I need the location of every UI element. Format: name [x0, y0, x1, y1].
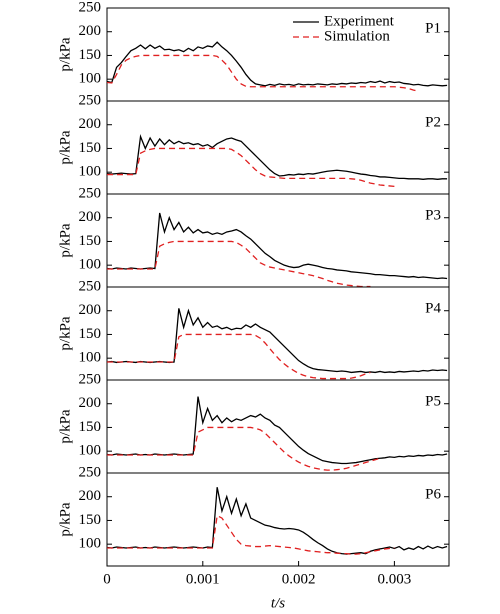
y-tick-label: 150 — [79, 326, 102, 342]
y-tick-label: 100 — [79, 443, 102, 459]
y-tick-label: 250 — [79, 185, 102, 201]
y-tick-label: 250 — [79, 278, 102, 294]
data-line — [107, 426, 381, 471]
plot-frame — [106, 193, 450, 288]
panel-label: P5 — [425, 393, 441, 409]
data-line — [107, 514, 395, 555]
y-tick-label: 200 — [79, 395, 102, 411]
y-tick-label: 150 — [79, 233, 102, 249]
y-tick-label: 100 — [79, 71, 102, 87]
y-tick-label: 200 — [79, 302, 102, 318]
y-tick-label: 250 — [79, 92, 102, 108]
panel-label: P1 — [425, 20, 441, 36]
y-tick-label: 250 — [79, 371, 102, 387]
plot-frame — [106, 100, 450, 195]
plot-frame — [106, 7, 450, 102]
plot-frame — [106, 286, 450, 381]
x-tick-label: 0.002 — [282, 571, 316, 587]
y-axis-label: p/kPa — [57, 37, 73, 72]
data-line — [107, 147, 395, 188]
plot-frame — [106, 472, 450, 567]
data-line — [107, 54, 419, 92]
data-line — [107, 333, 371, 380]
y-tick-label: 150 — [79, 140, 102, 156]
panel-label: P4 — [425, 300, 441, 316]
y-tick-label: 150 — [79, 419, 102, 435]
y-tick-label: 200 — [79, 116, 102, 132]
data-line — [107, 396, 448, 465]
legend-label: Simulation — [324, 28, 390, 44]
x-axis-label: t/s — [271, 595, 285, 611]
y-tick-label: 200 — [79, 23, 102, 39]
y-tick-label: 150 — [79, 47, 102, 63]
panel-label: P6 — [425, 486, 441, 502]
y-axis-label: p/kPa — [57, 409, 73, 444]
data-line — [107, 134, 448, 180]
x-tick-label: 0 — [103, 571, 111, 587]
y-tick-label: 150 — [79, 512, 102, 528]
x-tick-label: 0.003 — [378, 571, 412, 587]
y-tick-label: 200 — [79, 209, 102, 225]
data-line — [107, 240, 371, 287]
data-line — [107, 212, 448, 280]
y-axis-label: p/kPa — [57, 130, 73, 165]
y-tick-label: 100 — [79, 164, 102, 180]
y-tick-label: 250 — [79, 464, 102, 480]
y-axis-label: p/kPa — [57, 223, 73, 258]
y-axis-label: p/kPa — [57, 502, 73, 537]
data-line — [107, 41, 448, 87]
y-tick-label: 100 — [79, 257, 102, 273]
y-tick-label: 100 — [79, 350, 102, 366]
data-line — [107, 308, 448, 374]
legend-label: Experiment — [324, 13, 395, 29]
data-line — [107, 487, 448, 555]
panel-label: P2 — [425, 114, 441, 130]
y-tick-label: 250 — [79, 0, 102, 15]
panel-label: P3 — [425, 207, 441, 223]
y-axis-label: p/kPa — [57, 316, 73, 351]
x-tick-label: 0.001 — [186, 571, 220, 587]
y-tick-label: 200 — [79, 488, 102, 504]
y-tick-label: 100 — [79, 536, 102, 552]
